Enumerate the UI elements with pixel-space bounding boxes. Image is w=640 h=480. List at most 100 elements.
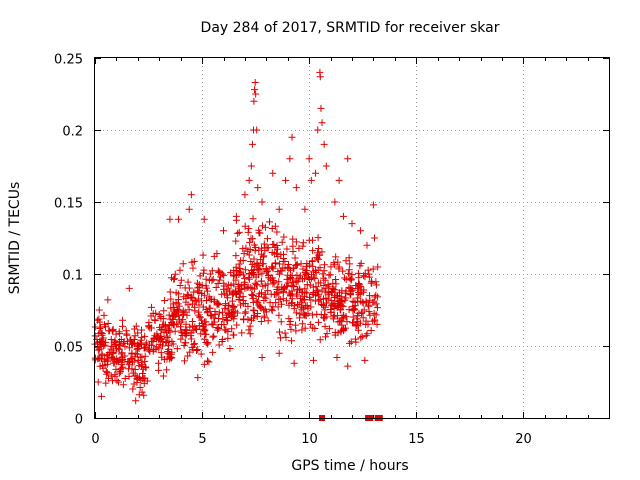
data-point	[362, 320, 370, 328]
data-point	[314, 234, 322, 242]
data-point	[341, 296, 349, 304]
data-point	[260, 293, 268, 301]
data-point	[347, 291, 355, 299]
data-point	[345, 266, 353, 274]
data-point	[316, 336, 324, 344]
data-point	[274, 253, 282, 261]
data-point	[188, 293, 196, 301]
data-point	[288, 287, 296, 295]
data-point	[244, 302, 252, 310]
data-point	[354, 318, 362, 326]
data-point	[361, 273, 369, 281]
data-point	[372, 281, 380, 289]
data-point	[338, 293, 346, 301]
data-point	[96, 325, 104, 333]
data-point	[314, 245, 322, 253]
data-point	[268, 249, 276, 257]
data-point	[254, 309, 262, 317]
data-point	[357, 334, 365, 342]
data-point	[161, 296, 169, 304]
data-point	[318, 248, 326, 256]
data-point	[303, 301, 311, 309]
data-point	[197, 350, 205, 358]
data-point	[245, 176, 253, 184]
data-point	[292, 278, 300, 286]
data-point	[353, 312, 361, 320]
data-point	[185, 205, 193, 213]
data-point	[179, 307, 187, 315]
data-point	[233, 321, 241, 329]
data-point	[177, 335, 185, 343]
data-point	[325, 290, 333, 298]
data-point	[320, 274, 328, 282]
data-point	[215, 314, 223, 322]
data-point	[215, 341, 223, 349]
data-point	[158, 342, 166, 350]
data-point	[125, 365, 133, 373]
data-point	[318, 286, 326, 294]
data-point	[292, 238, 300, 246]
data-point	[240, 250, 248, 258]
data-point	[204, 357, 212, 365]
data-point	[99, 342, 107, 350]
data-point	[200, 360, 208, 368]
data-point	[309, 356, 317, 364]
data-point	[320, 314, 328, 322]
data-point	[279, 295, 287, 303]
data-point	[318, 119, 326, 127]
data-point	[145, 323, 153, 331]
data-point	[103, 352, 111, 360]
data-point	[245, 251, 253, 259]
data-point	[199, 303, 207, 311]
data-point	[248, 140, 256, 148]
data-point	[142, 364, 150, 372]
data-point	[224, 294, 232, 302]
data-point	[300, 311, 308, 319]
data-point	[262, 265, 270, 273]
data-point	[95, 354, 103, 362]
y-tick-label: 0.2	[62, 125, 83, 140]
data-point	[210, 252, 218, 260]
data-point	[189, 264, 197, 272]
data-point	[235, 260, 243, 268]
data-point	[256, 229, 264, 237]
data-point	[215, 269, 223, 277]
data-point	[359, 314, 367, 322]
data-point	[292, 309, 300, 317]
data-point	[203, 284, 211, 292]
data-point	[109, 326, 117, 334]
data-point	[352, 322, 360, 330]
data-point	[126, 336, 134, 344]
data-point	[286, 273, 294, 281]
data-point	[275, 349, 283, 357]
data-point	[281, 329, 289, 337]
data-point	[154, 359, 162, 367]
data-point	[250, 285, 258, 293]
data-point	[231, 307, 239, 315]
data-point	[280, 250, 288, 258]
data-point	[360, 272, 368, 280]
data-point	[197, 297, 205, 305]
data-point	[258, 277, 266, 285]
data-point	[125, 372, 133, 380]
data-point	[342, 257, 350, 265]
data-point	[251, 78, 259, 86]
data-point	[256, 302, 264, 310]
data-point	[230, 331, 238, 339]
chart-title: Day 284 of 2017, SRMTID for receiver ska…	[201, 20, 500, 36]
data-point	[191, 340, 199, 348]
data-point	[231, 288, 239, 296]
data-point	[91, 332, 99, 340]
data-point	[181, 357, 189, 365]
data-point	[151, 332, 159, 340]
data-point	[273, 228, 281, 236]
data-point	[119, 381, 127, 389]
y-tick-label: 0	[75, 413, 83, 428]
data-point	[258, 250, 266, 258]
data-point	[370, 309, 378, 317]
data-point	[239, 245, 247, 253]
data-point	[104, 296, 112, 304]
data-point	[355, 281, 363, 289]
data-point	[116, 366, 124, 374]
data-point	[202, 330, 210, 338]
